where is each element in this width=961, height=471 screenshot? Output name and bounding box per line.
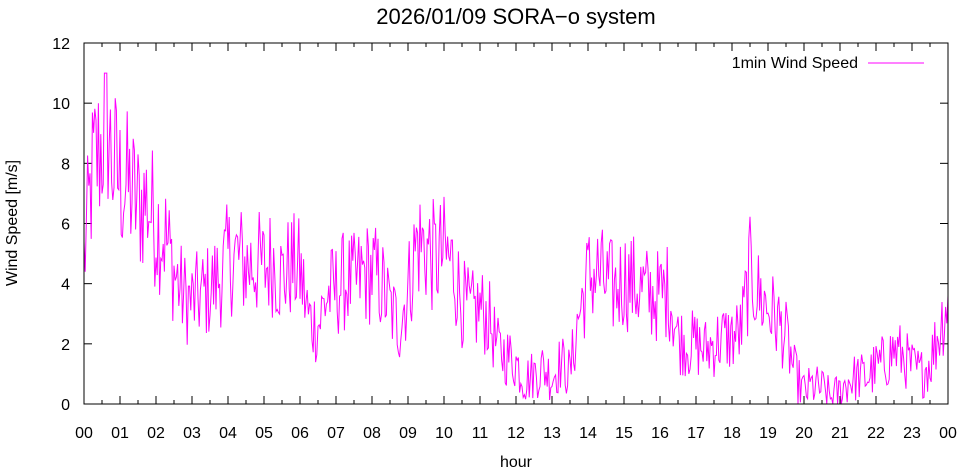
x-tick-label: 13 [543, 425, 561, 442]
x-tick-label: 02 [147, 425, 165, 442]
x-tick-label: 16 [651, 425, 669, 442]
y-tick-label: 8 [61, 156, 70, 173]
x-tick-label: 20 [795, 425, 813, 442]
x-tick-label: 09 [399, 425, 417, 442]
y-tick-label: 2 [61, 337, 70, 354]
y-tick-label: 0 [61, 397, 70, 414]
x-axis-ticks: 00 01 02 03 04 05 06 07 08 09 10 11 12 13 14 15 16 17 18 19… [75, 43, 957, 442]
x-tick-label: 10 [435, 425, 453, 442]
legend-label: 1min Wind Speed [732, 55, 858, 72]
y-tick-label: 4 [61, 277, 70, 294]
x-tick-label: 05 [255, 425, 273, 442]
x-tick-label: 08 [363, 425, 381, 442]
plot-area [83, 72, 949, 405]
y-tick-label: 12 [52, 36, 70, 53]
x-tick-label: 06 [291, 425, 309, 442]
y-axis-ticks: 0 2 4 6 8 10 12 [52, 36, 948, 414]
y-axis-label: Wind Speed [m/s] [4, 160, 21, 286]
x-tick-label: 18 [723, 425, 741, 442]
x-axis-label: hour [500, 454, 533, 471]
x-tick-label: 22 [867, 425, 885, 442]
wind-speed-series-line [83, 72, 949, 405]
x-tick-label: 21 [831, 425, 849, 442]
x-tick-label: 01 [111, 425, 129, 442]
legend: 1min Wind Speed [732, 55, 924, 72]
plot-frame [83, 42, 949, 405]
x-tick-label: 11 [472, 425, 489, 442]
x-tick-label: 07 [327, 425, 345, 442]
x-tick-label: 14 [579, 425, 597, 442]
x-tick-label: 23 [903, 425, 921, 442]
x-tick-label: 04 [219, 425, 237, 442]
y-tick-label: 10 [52, 96, 70, 113]
x-tick-label: 15 [615, 425, 633, 442]
x-tick-label: 00 [939, 425, 957, 442]
x-tick-label: 03 [183, 425, 201, 442]
x-tick-label: 12 [507, 425, 525, 442]
y-tick-label: 6 [61, 217, 70, 234]
x-tick-label: 00 [75, 425, 93, 442]
x-tick-label: 17 [687, 425, 705, 442]
chart-title: 2026/01/09 SORA−o system [376, 4, 655, 29]
x-tick-label: 19 [759, 425, 777, 442]
